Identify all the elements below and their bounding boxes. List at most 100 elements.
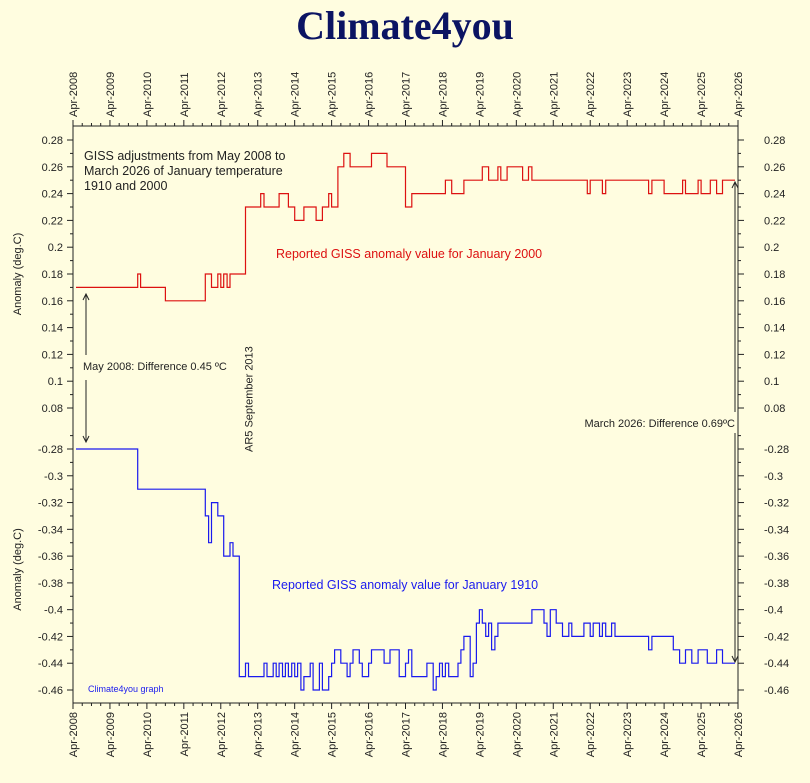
y-tick-label-left: 0.16 xyxy=(42,296,63,308)
y-tick-label-left: -0.42 xyxy=(38,631,63,643)
y-tick-label-left: 0.18 xyxy=(42,269,63,281)
x-tick-label-top: Apr-2022 xyxy=(585,72,597,117)
y-tick-label-left: -0.38 xyxy=(38,578,63,590)
x-tick-label-bottom: Apr-2015 xyxy=(327,712,339,757)
x-tick-label-bottom: Apr-2019 xyxy=(474,712,486,757)
y-axis-label: Anomaly (deg.C) xyxy=(12,233,24,316)
y-tick-label-right: 0.22 xyxy=(764,215,785,227)
x-tick-label-top: Apr-2011 xyxy=(179,73,191,117)
y-tick-label-right: -0.42 xyxy=(764,631,789,643)
y-tick-label-left: 0.12 xyxy=(42,349,63,361)
x-tick-label-bottom: Apr-2009 xyxy=(105,712,117,757)
x-tick-label-bottom: Apr-2022 xyxy=(585,712,597,757)
x-tick-label-bottom: Apr-2023 xyxy=(622,712,634,757)
x-tick-label-top: Apr-2019 xyxy=(474,72,486,117)
series-line-lower xyxy=(76,448,735,691)
x-tick-label-top: Apr-2015 xyxy=(327,72,339,117)
y-tick-label-left: 0.28 xyxy=(42,135,63,147)
y-tick-label-left: -0.3 xyxy=(44,471,63,483)
y-tick-label-right: -0.3 xyxy=(764,471,783,483)
x-tick-label-top: Apr-2026 xyxy=(733,72,745,117)
x-tick-label-bottom: Apr-2010 xyxy=(142,712,154,757)
diff-2026-arrow-head-up xyxy=(731,180,739,189)
x-tick-label-top: Apr-2018 xyxy=(437,72,449,117)
y-tick-label-left: 0.08 xyxy=(42,403,63,415)
y-tick-label-right: -0.32 xyxy=(764,498,789,510)
y-tick-label-right: -0.4 xyxy=(764,605,783,617)
x-tick-label-bottom: Apr-2024 xyxy=(659,712,671,757)
ar5-label: AR5 September 2013 xyxy=(243,346,255,452)
difference-2008-label: May 2008: Difference 0.45 ºC xyxy=(83,361,227,373)
y-tick-label-left: -0.36 xyxy=(38,551,63,563)
y-tick-label-right: 0.26 xyxy=(764,162,785,174)
annotation-title-line: March 2026 of January temperature xyxy=(84,164,283,178)
y-tick-label-left: 0.2 xyxy=(48,242,63,254)
y-tick-label-right: 0.08 xyxy=(764,403,785,415)
x-tick-label-top: Apr-2014 xyxy=(290,72,302,117)
x-tick-label-top: Apr-2008 xyxy=(68,72,80,117)
x-tick-label-bottom: Apr-2025 xyxy=(696,712,708,757)
x-tick-label-bottom: Apr-2026 xyxy=(733,712,745,757)
y-tick-label-right: -0.28 xyxy=(764,444,789,456)
x-tick-label-bottom: Apr-2020 xyxy=(511,712,523,757)
x-tick-label-top: Apr-2024 xyxy=(659,72,671,117)
y-tick-label-left: 0.26 xyxy=(42,162,63,174)
x-tick-label-top: Apr-2012 xyxy=(216,72,228,117)
x-tick-label-top: Apr-2009 xyxy=(105,72,117,117)
y-tick-label-right: 0.16 xyxy=(764,296,785,308)
y-axis-label: Anomaly (deg.C) xyxy=(12,528,24,611)
y-tick-label-right: 0.2 xyxy=(764,242,779,254)
x-tick-label-bottom: Apr-2014 xyxy=(290,712,302,757)
x-tick-label-top: Apr-2017 xyxy=(401,72,413,117)
graph-credit: Climate4you graph xyxy=(88,684,164,694)
x-tick-label-bottom: Apr-2012 xyxy=(216,712,228,757)
x-tick-label-top: Apr-2025 xyxy=(696,72,708,117)
y-tick-label-left: -0.32 xyxy=(38,498,63,510)
y-tick-label-right: -0.38 xyxy=(764,578,789,590)
plot-frame xyxy=(72,125,739,704)
y-tick-label-left: 0.14 xyxy=(42,323,63,335)
y-tick-label-left: -0.44 xyxy=(38,658,63,670)
y-tick-label-left: -0.28 xyxy=(38,444,63,456)
y-tick-label-left: -0.46 xyxy=(38,685,63,697)
x-tick-label-bottom: Apr-2011 xyxy=(179,712,191,756)
y-tick-label-right: 0.18 xyxy=(764,269,785,281)
x-tick-label-top: Apr-2010 xyxy=(142,72,154,117)
y-tick-label-right: 0.24 xyxy=(764,189,785,201)
y-tick-label-left: -0.4 xyxy=(44,605,63,617)
x-tick-label-bottom: Apr-2013 xyxy=(253,712,265,757)
y-tick-label-left: 0.1 xyxy=(48,376,63,388)
annotation-title-line: 1910 and 2000 xyxy=(84,179,167,193)
x-tick-label-top: Apr-2023 xyxy=(622,72,634,117)
x-tick-label-top: Apr-2013 xyxy=(253,72,265,117)
series-line-upper xyxy=(76,152,735,302)
y-tick-label-left: 0.24 xyxy=(42,189,63,201)
y-tick-label-right: 0.1 xyxy=(764,376,779,388)
x-tick-label-bottom: Apr-2017 xyxy=(401,712,413,757)
y-tick-label-right: 0.14 xyxy=(764,323,785,335)
x-tick-label-bottom: Apr-2021 xyxy=(548,712,560,757)
x-tick-label-bottom: Apr-2008 xyxy=(68,712,80,757)
y-tick-label-right: -0.34 xyxy=(764,524,789,536)
y-tick-label-right: -0.46 xyxy=(764,685,789,697)
x-tick-label-bottom: Apr-2016 xyxy=(364,712,376,757)
upper-series-label: Reported GISS anomaly value for January … xyxy=(276,247,542,261)
diff-2008-arrow-head-down xyxy=(82,435,90,444)
annotation-title-line: GISS adjustments from May 2008 to xyxy=(84,149,286,163)
y-tick-label-right: 0.28 xyxy=(764,135,785,147)
y-tick-label-left: -0.34 xyxy=(38,524,63,536)
x-tick-label-top: Apr-2020 xyxy=(511,72,523,117)
x-tick-label-bottom: Apr-2018 xyxy=(437,712,449,757)
x-tick-label-top: Apr-2021 xyxy=(548,72,560,117)
y-tick-label-left: 0.22 xyxy=(42,215,63,227)
difference-2026-label: March 2026: Difference 0.69ºC xyxy=(584,418,735,430)
lower-series-label: Reported GISS anomaly value for January … xyxy=(272,578,538,592)
y-tick-label-right: -0.44 xyxy=(764,658,789,670)
diff-2026-arrow-head-down xyxy=(731,655,739,664)
diff-2008-arrow-head-up xyxy=(82,292,90,301)
y-tick-label-right: 0.12 xyxy=(764,349,785,361)
y-tick-label-right: -0.36 xyxy=(764,551,789,563)
x-tick-label-top: Apr-2016 xyxy=(364,72,376,117)
site-title: Climate4you xyxy=(296,3,514,48)
